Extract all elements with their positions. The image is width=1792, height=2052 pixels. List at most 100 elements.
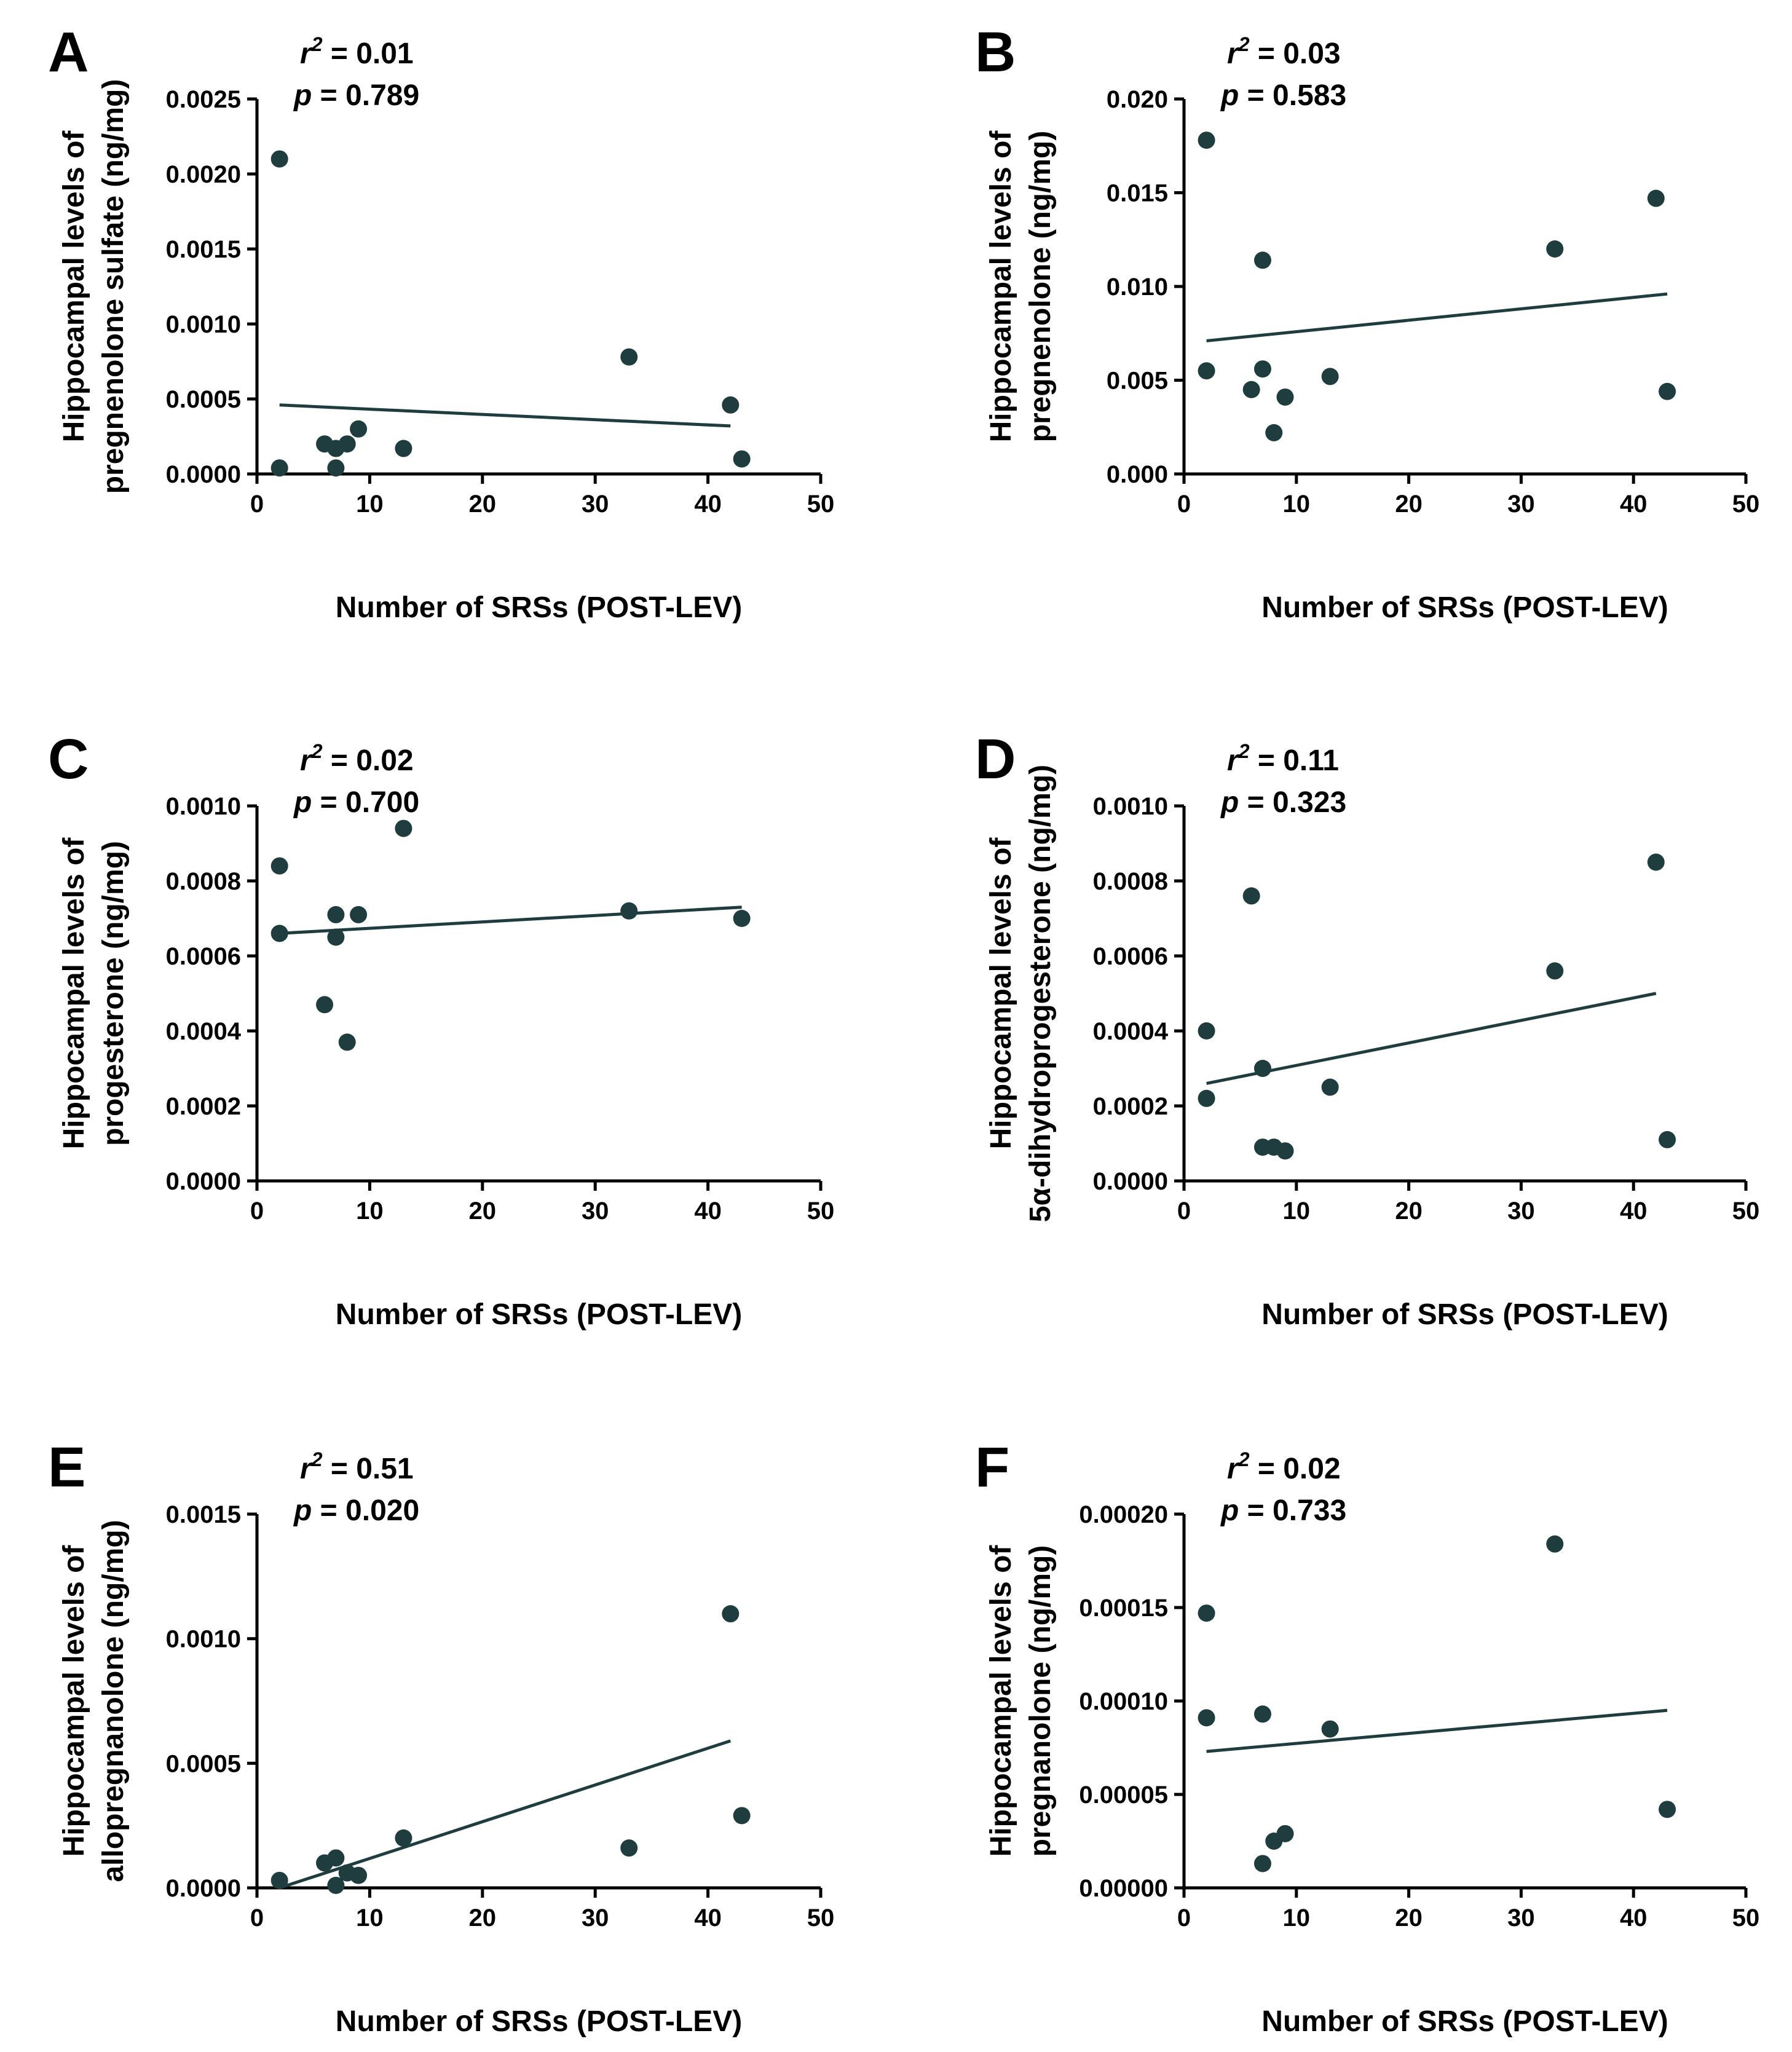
y-tick-label: 0.000 <box>1107 461 1168 488</box>
data-point <box>722 1605 740 1623</box>
y-tick-label: 0.0025 <box>166 86 241 113</box>
data-point <box>1546 1535 1564 1553</box>
r-exponent: 2 <box>311 33 323 55</box>
y-tick-label: 0.0006 <box>166 943 241 970</box>
r-label: r <box>1227 1453 1240 1485</box>
data-point <box>1321 1720 1339 1738</box>
data-point <box>1198 132 1215 149</box>
y-tick-label: 0.0006 <box>1093 943 1168 970</box>
x-tick-label: 20 <box>469 491 497 518</box>
r-squared-stat: r2 = 0.02 <box>1227 1448 1341 1485</box>
y-tick-label: 0.00010 <box>1079 1688 1168 1715</box>
p-label: p <box>1220 79 1239 112</box>
p-value-stat: p = 0.789 <box>293 79 419 112</box>
x-tick-label: 50 <box>1732 491 1760 518</box>
p-value: = 0.020 <box>312 1494 419 1527</box>
data-point <box>1198 1604 1215 1622</box>
data-point <box>1276 388 1294 406</box>
x-tick-label: 0 <box>1177 1904 1191 1932</box>
y-tick-label: 0.010 <box>1107 274 1168 301</box>
data-point <box>327 459 345 477</box>
r-exponent: 2 <box>311 740 323 762</box>
x-tick-label: 30 <box>582 1904 609 1932</box>
y-axis-title-line-1: Hippocampal levels of <box>58 1545 90 1857</box>
panel-letter: B <box>975 21 1016 84</box>
p-value-stat: p = 0.700 <box>293 786 419 819</box>
x-tick-label: 30 <box>582 491 609 518</box>
r-squared-stat: r2 = 0.02 <box>300 740 414 777</box>
r-squared-stat: r2 = 0.51 <box>300 1448 414 1485</box>
x-axis-title: Number of SRSs (POST-LEV) <box>336 591 742 624</box>
r-squared-value: = 0.01 <box>322 37 413 70</box>
data-point <box>350 420 368 438</box>
r-squared-value: = 0.11 <box>1249 744 1338 777</box>
r-exponent: 2 <box>1238 33 1250 55</box>
p-value: = 0.323 <box>1239 786 1346 819</box>
data-point <box>1253 360 1271 378</box>
y-tick-label: 0.00020 <box>1079 1501 1168 1528</box>
data-point <box>338 1033 356 1051</box>
data-point <box>338 435 356 453</box>
r-label: r <box>1227 744 1240 777</box>
r-squared-value: = 0.02 <box>322 744 413 777</box>
x-tick-label: 40 <box>694 491 722 518</box>
regression-line <box>1206 1708 1668 1753</box>
x-tick-label: 30 <box>1507 1904 1535 1932</box>
p-value-stat: p = 0.583 <box>1220 79 1346 112</box>
y-axis-title-line-1: Hippocampal levels of <box>985 1545 1017 1857</box>
x-tick-label: 0 <box>250 1198 264 1225</box>
x-tick-label: 40 <box>694 1198 722 1225</box>
x-tick-label: 30 <box>1507 1198 1535 1225</box>
data-point <box>1242 887 1260 905</box>
data-point <box>1253 251 1271 269</box>
x-tick-label: 10 <box>356 1198 384 1225</box>
p-value: = 0.789 <box>312 79 419 112</box>
r-label: r <box>300 744 313 777</box>
data-point <box>722 396 740 414</box>
x-tick-label: 0 <box>250 1904 264 1932</box>
x-axis-title: Number of SRSs (POST-LEV) <box>1261 1298 1668 1331</box>
y-tick-label: 0.0005 <box>166 1750 241 1777</box>
regression-line <box>278 1739 732 1890</box>
data-point <box>327 906 345 923</box>
p-label: p <box>1220 1494 1239 1527</box>
x-tick-label: 50 <box>807 1198 835 1225</box>
y-axis-title-line-2: pregnenolone sulfate (ng/mg) <box>97 79 130 494</box>
data-point <box>1546 962 1564 980</box>
p-label: p <box>293 786 312 819</box>
x-tick-label: 40 <box>1620 1904 1648 1932</box>
r-label: r <box>300 1453 313 1485</box>
x-tick-label: 0 <box>250 491 264 518</box>
y-tick-label: 0.0010 <box>166 793 241 820</box>
y-tick-label: 0.0015 <box>166 1501 241 1528</box>
data-point <box>395 440 412 457</box>
data-point <box>270 150 288 168</box>
x-tick-label: 10 <box>1283 1904 1311 1932</box>
y-tick-label: 0.0000 <box>166 1875 241 1902</box>
x-tick-label: 30 <box>1507 491 1535 518</box>
y-tick-label: 0.0002 <box>166 1093 241 1120</box>
y-axis-title-line-2: progesterone (ng/mg) <box>97 841 130 1146</box>
data-point <box>1321 368 1339 385</box>
data-point <box>270 459 288 477</box>
data-point <box>1253 1060 1271 1077</box>
r-squared-stat: r2 = 0.03 <box>1227 33 1341 70</box>
data-point <box>1198 1089 1215 1107</box>
x-tick-label: 20 <box>1395 1198 1423 1225</box>
panel-letter: A <box>48 21 89 84</box>
y-tick-label: 0.0005 <box>166 386 241 413</box>
x-tick-label: 30 <box>582 1198 609 1225</box>
data-point <box>1242 381 1260 398</box>
data-point <box>1321 1078 1339 1096</box>
x-tick-label: 40 <box>694 1904 722 1932</box>
y-axis-title-line-2: 5α-dihydroprogesterone (ng/mg) <box>1024 765 1057 1222</box>
x-tick-label: 20 <box>469 1904 497 1932</box>
data-point <box>1253 1855 1271 1872</box>
r-exponent: 2 <box>1238 740 1250 762</box>
p-value-stat: p = 0.020 <box>293 1494 419 1527</box>
data-point <box>620 348 638 366</box>
x-tick-label: 10 <box>356 491 384 518</box>
